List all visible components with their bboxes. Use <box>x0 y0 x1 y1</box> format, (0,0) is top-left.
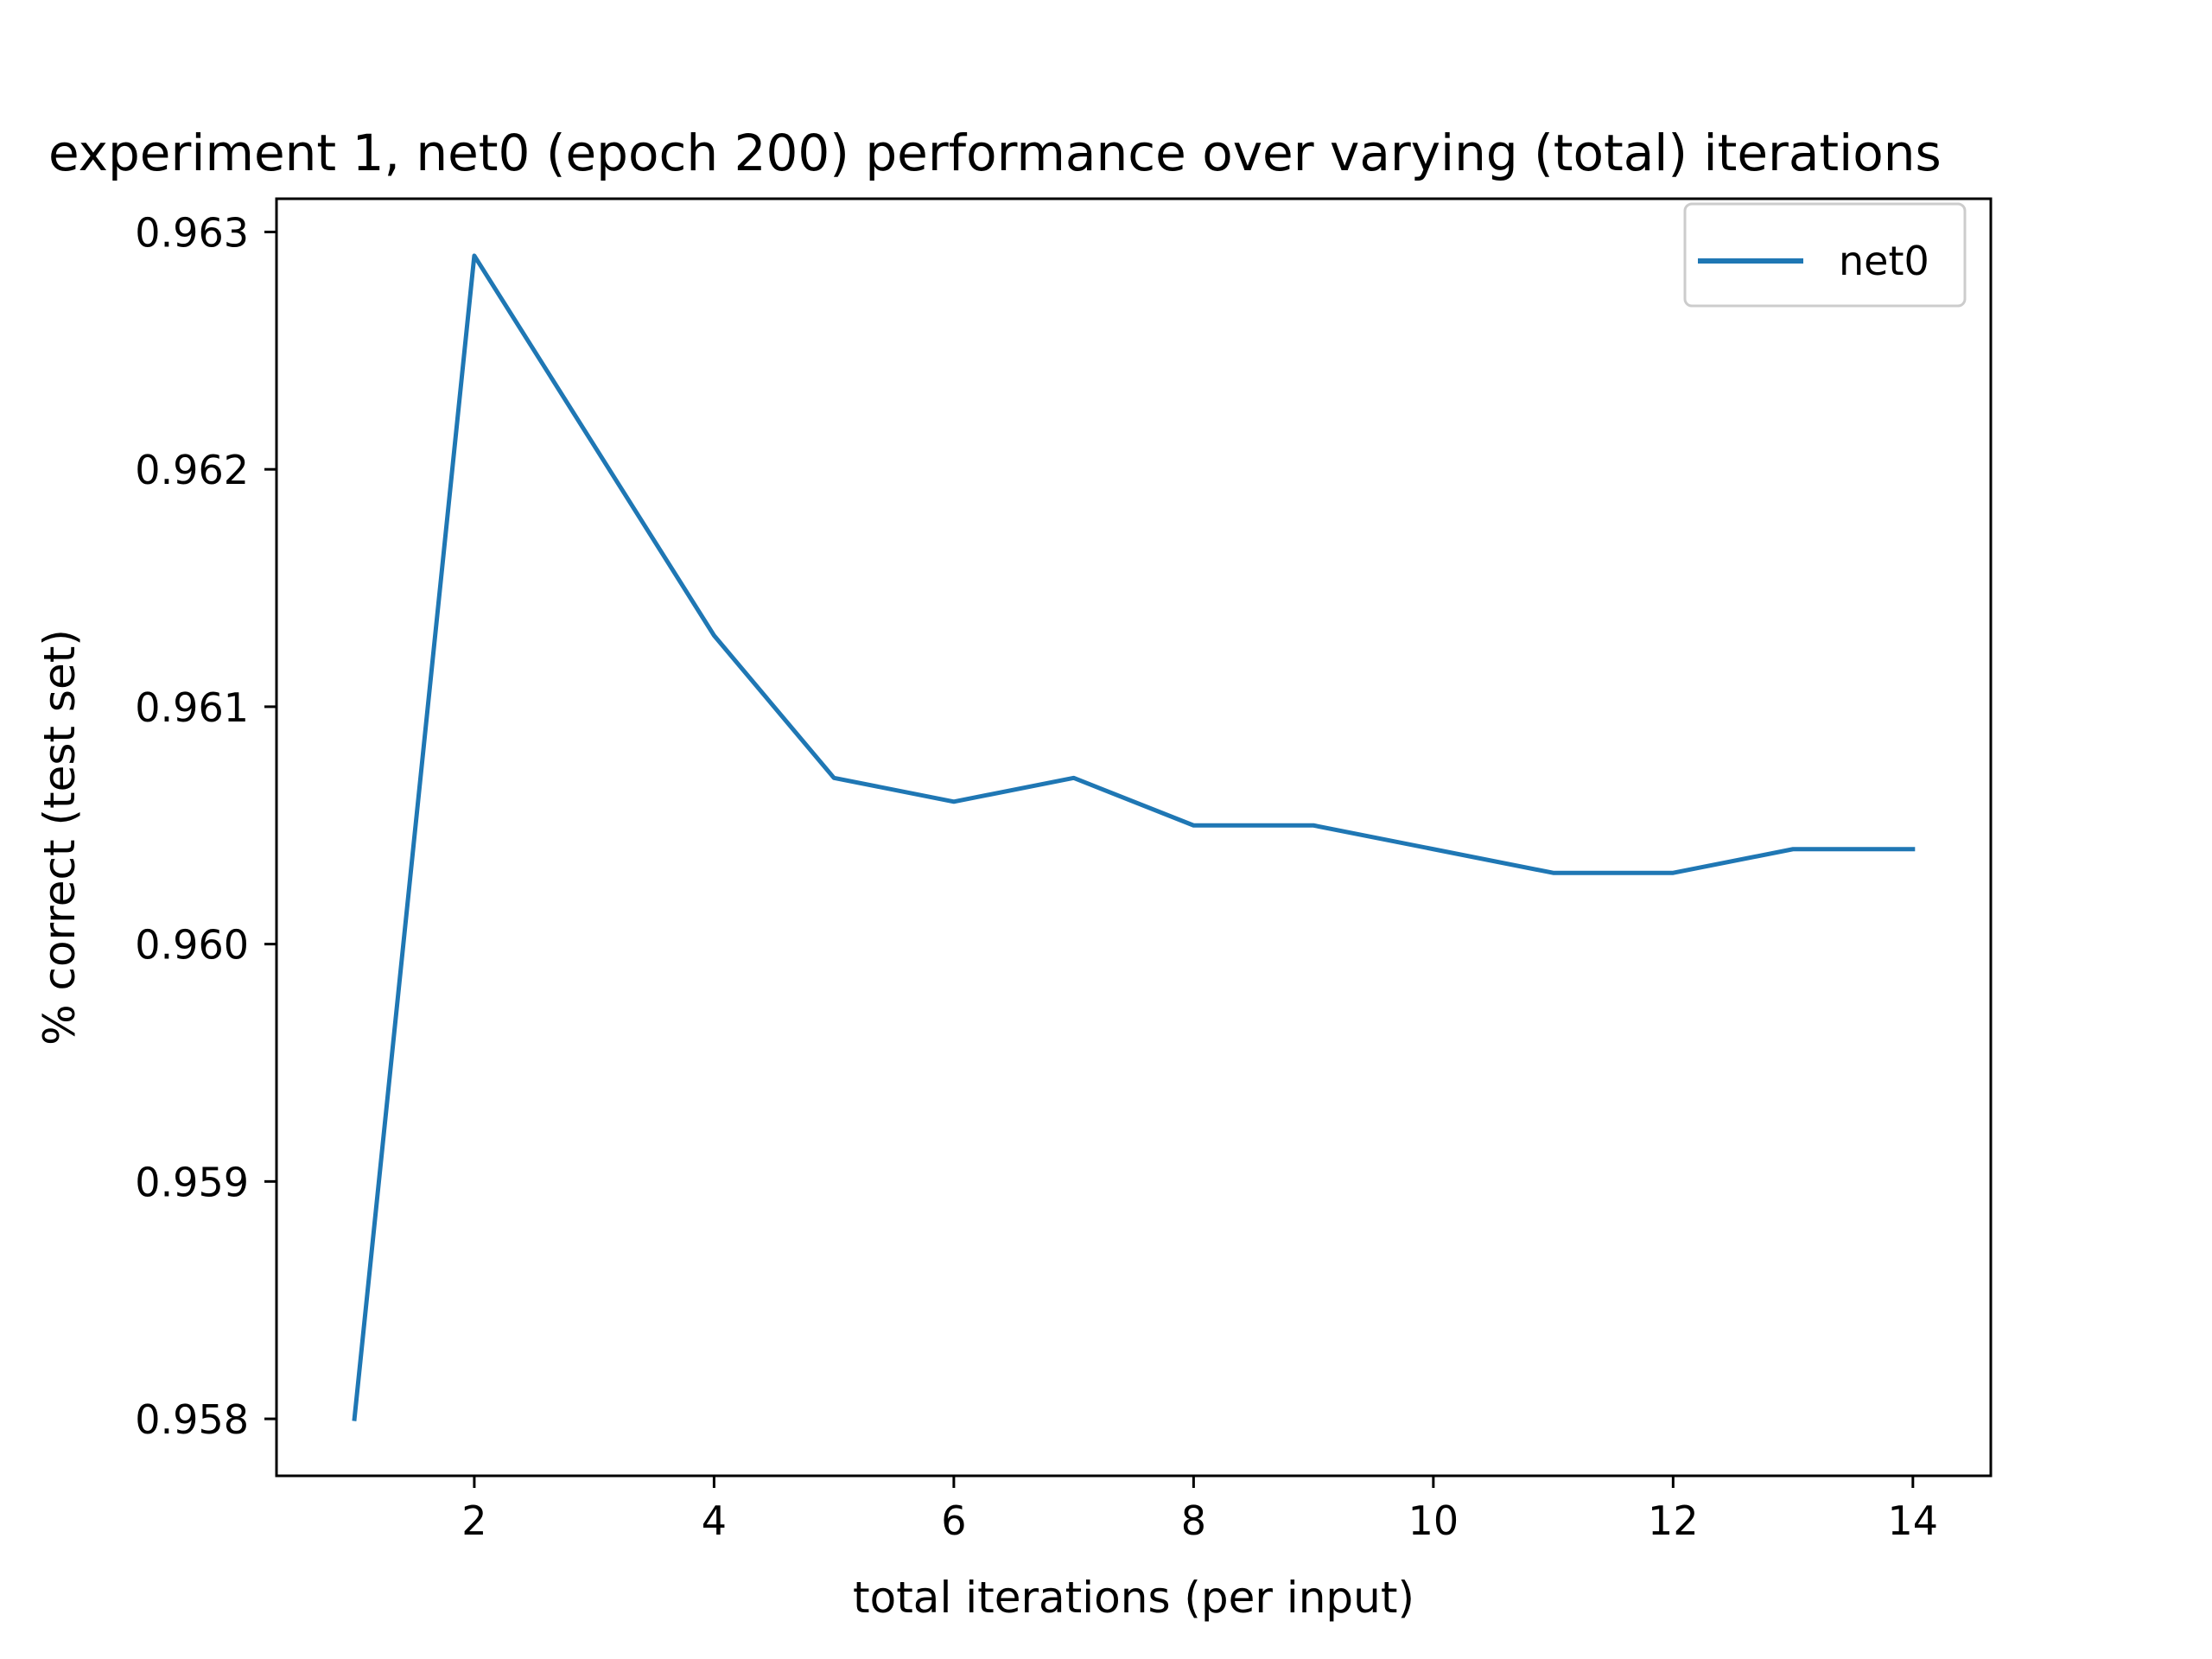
y-axis-label: % correct (test set) <box>35 629 85 1046</box>
x-tick-label: 6 <box>941 1497 966 1544</box>
x-axis-label: total iterations (per input) <box>853 1573 1414 1623</box>
x-tick-label: 8 <box>1181 1497 1206 1544</box>
legend-label-net0: net0 <box>1839 238 1929 284</box>
x-tick-label: 2 <box>461 1497 486 1544</box>
legend: net0 <box>1683 202 1967 308</box>
x-tick-label: 12 <box>1648 1497 1699 1544</box>
y-tick-label: 0.959 <box>135 1159 249 1205</box>
x-tick-label: 10 <box>1408 1497 1459 1544</box>
y-tick-label: 0.962 <box>135 447 249 493</box>
series-line-net0 <box>352 253 1916 1421</box>
y-tick-label: 0.963 <box>135 209 249 256</box>
y-axis-ticks: 0.958 0.959 0.960 0.961 0.962 0.963 <box>135 209 276 1443</box>
x-tick-label: 4 <box>702 1497 727 1544</box>
chart-title: experiment 1, net0 (epoch 200) performan… <box>48 124 1942 182</box>
x-axis-ticks: 2 4 6 8 10 12 14 <box>461 1476 1938 1544</box>
y-tick-label: 0.958 <box>135 1396 249 1443</box>
y-tick-label: 0.961 <box>135 684 249 731</box>
plot-area <box>275 197 1993 1478</box>
legend-frame <box>1683 202 1967 308</box>
series-layer <box>352 253 1916 1421</box>
axes-frame <box>275 197 1993 1478</box>
x-tick-label: 14 <box>1888 1497 1939 1544</box>
y-tick-label: 0.960 <box>135 922 249 969</box>
